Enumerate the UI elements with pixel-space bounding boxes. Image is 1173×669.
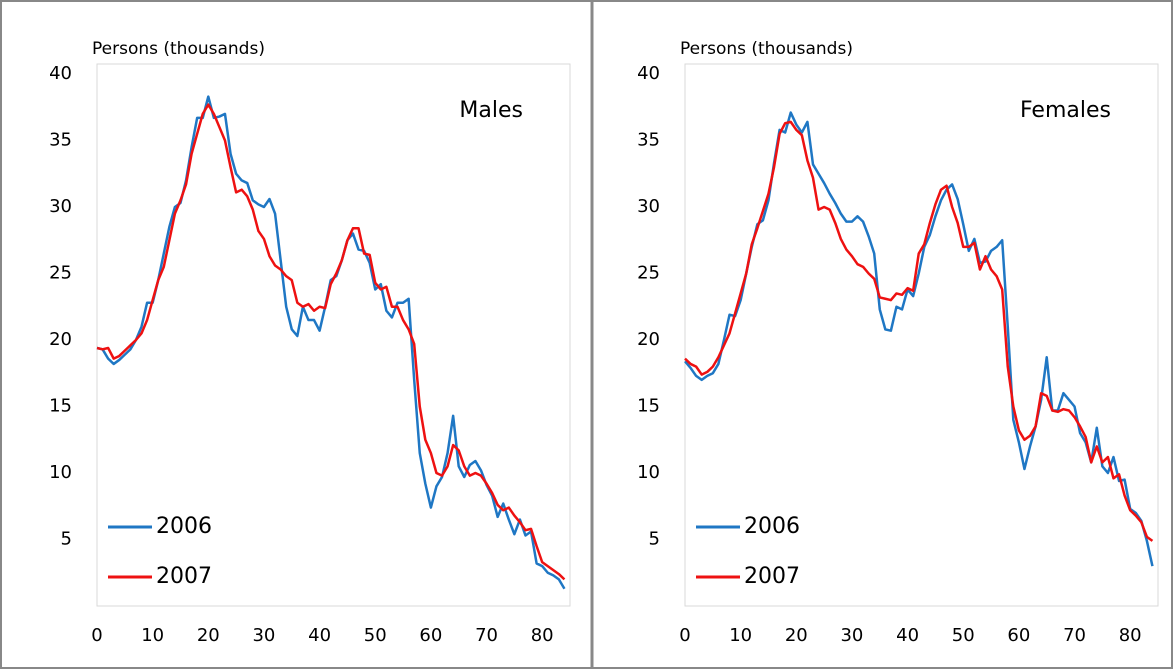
x-tick-label: 30 xyxy=(252,625,275,646)
y-tick-label: 5 xyxy=(649,529,660,550)
y-tick-label: 25 xyxy=(49,263,72,284)
x-tick-label: 50 xyxy=(952,625,975,646)
y-tick-label: 35 xyxy=(49,130,72,151)
plot-frame xyxy=(684,63,1159,607)
legend-label: 2007 xyxy=(744,564,800,589)
plot-frame xyxy=(96,63,571,607)
x-tick-label: 40 xyxy=(896,625,919,646)
x-tick-label: 40 xyxy=(308,625,331,646)
x-tick-label: 50 xyxy=(364,625,387,646)
y-tick-label: 30 xyxy=(637,196,660,217)
data-line xyxy=(684,120,1154,542)
y-tick-label: 10 xyxy=(49,462,72,483)
x-tick-label: 0 xyxy=(679,625,690,646)
y-tick-label: 35 xyxy=(637,130,660,151)
x-tick-label: 20 xyxy=(785,625,808,646)
x-tick-label: 30 xyxy=(840,625,863,646)
y-tick-label: 15 xyxy=(49,396,72,417)
x-tick-label: 60 xyxy=(419,625,442,646)
y-axis-label: Persons (thousands) xyxy=(92,39,265,59)
x-tick-label: 80 xyxy=(531,625,554,646)
y-tick-label: 15 xyxy=(637,396,660,417)
legend-label: 2006 xyxy=(156,514,212,539)
x-tick-label: 0 xyxy=(91,625,102,646)
y-tick-label: 20 xyxy=(637,329,660,350)
x-tick-label: 70 xyxy=(475,625,498,646)
panel-label: Females xyxy=(1020,98,1111,123)
legend-label: 2007 xyxy=(156,564,212,589)
x-tick-label: 10 xyxy=(141,625,164,646)
legend-label: 2006 xyxy=(744,514,800,539)
y-tick-label: 20 xyxy=(49,329,72,350)
data-line xyxy=(684,111,1154,567)
y-tick-label: 5 xyxy=(61,529,72,550)
y-tick-label: 10 xyxy=(637,462,660,483)
y-tick-label: 40 xyxy=(637,63,660,84)
x-tick-label: 60 xyxy=(1007,625,1030,646)
data-line xyxy=(96,103,566,581)
x-tick-label: 20 xyxy=(197,625,220,646)
x-tick-label: 70 xyxy=(1063,625,1086,646)
y-tick-label: 25 xyxy=(637,263,660,284)
x-tick-label: 80 xyxy=(1119,625,1142,646)
x-tick-label: 10 xyxy=(729,625,752,646)
y-axis-label: Persons (thousands) xyxy=(680,39,853,59)
y-tick-label: 40 xyxy=(49,63,72,84)
panel-label: Males xyxy=(459,98,523,123)
y-tick-label: 30 xyxy=(49,196,72,217)
